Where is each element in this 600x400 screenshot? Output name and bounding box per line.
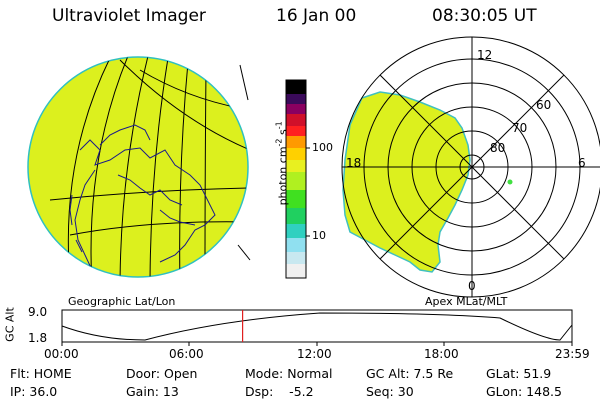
altitude-ylabel: GC Alt — [3, 307, 17, 342]
grid-overflow-lines — [237, 64, 251, 261]
status-door: Door: Open — [126, 366, 198, 381]
polar-caption: Apex MLat/MLT — [425, 295, 508, 308]
time-label: 08:30:05 UT — [432, 6, 537, 26]
auroral-oval — [342, 91, 471, 273]
mlt-label-0: 0 — [468, 279, 476, 293]
mlt-label-12: 12 — [477, 48, 493, 62]
mlat-label-80: 80 — [490, 141, 506, 155]
status-seq: Seq: 30 — [366, 384, 414, 399]
auroral-spot — [507, 179, 513, 185]
colorbar-tick-100: 100 — [312, 141, 333, 154]
status-glon: GLon: 148.5 — [486, 384, 562, 399]
mlt-label-6: 6 — [578, 156, 586, 170]
time-tick-3: 18:00 — [424, 347, 459, 361]
status-mode: Mode: Normal — [245, 366, 333, 381]
status-gain: Gain: 13 — [126, 384, 179, 399]
date-label: 16 Jan 00 — [276, 6, 357, 26]
time-tick-marks — [61, 342, 573, 346]
mlat-label-60: 60 — [536, 98, 552, 112]
time-tick-2: 12:00 — [297, 347, 332, 361]
status-dsp: Dsp: -5.2 — [245, 384, 314, 399]
geographic-image — [27, 56, 249, 278]
status-gc-alt: GC Alt: 7.5 Re — [366, 366, 454, 381]
mlat-label-70: 70 — [512, 121, 528, 135]
status-ip: IP: 36.0 — [10, 384, 58, 399]
earth-disk — [27, 56, 249, 278]
time-tick-0: 00:00 — [44, 347, 79, 361]
altitude-curve — [61, 312, 573, 341]
status-glat: GLat: 51.9 — [486, 366, 552, 381]
lat-lon-grid — [49, 57, 248, 277]
altitude-plot — [61, 309, 573, 346]
polar-plot — [341, 36, 600, 298]
altitude-ymax: 9.0 — [28, 305, 48, 319]
instrument-title: Ultraviolet Imager — [52, 6, 206, 26]
geo-caption: Geographic Lat/Lon — [68, 295, 176, 308]
mlt-label-18: 18 — [346, 156, 362, 170]
coastlines — [69, 124, 216, 271]
time-tick-4: 23:59 — [555, 347, 590, 361]
colorbar — [285, 79, 310, 279]
altitude-ymin: 1.8 — [28, 331, 48, 345]
mlt-lines — [342, 37, 600, 297]
colorbar-tick-10: 10 — [312, 229, 326, 242]
colorbar-label: photon cm-2 s-1 — [274, 121, 290, 206]
time-tick-1: 06:00 — [169, 347, 204, 361]
status-flt: Flt: HOME — [10, 366, 72, 381]
altitude-frame — [61, 309, 573, 343]
